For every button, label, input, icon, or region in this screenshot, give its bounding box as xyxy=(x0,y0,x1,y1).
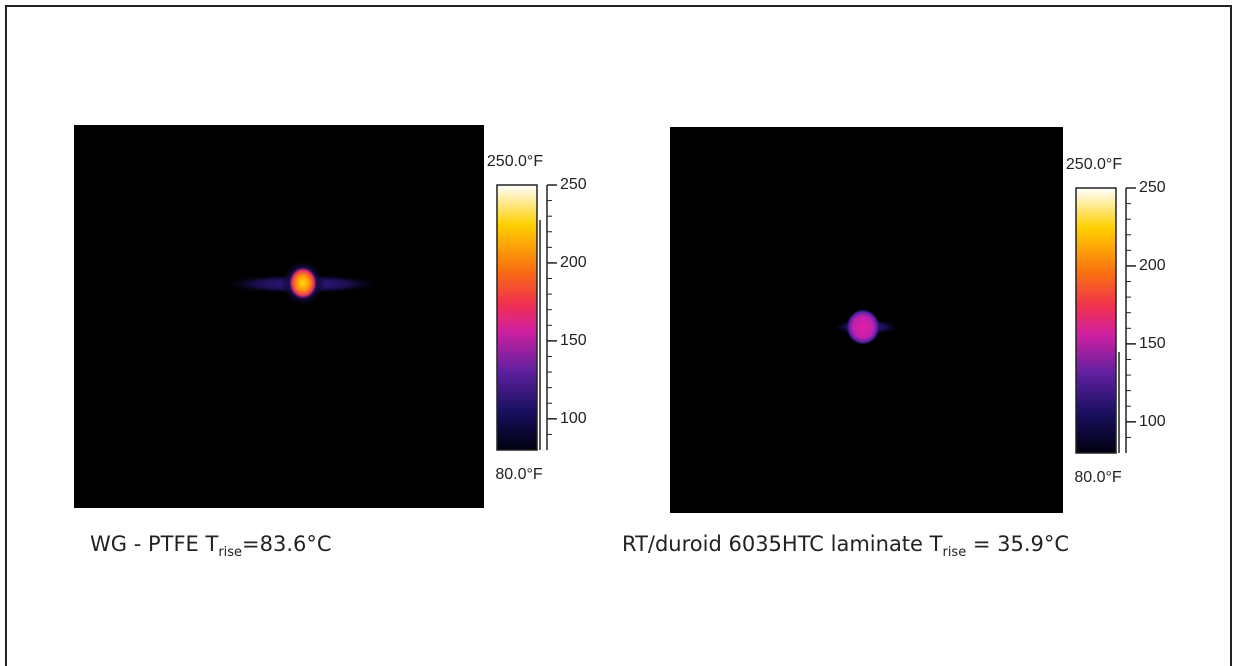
hot-spot xyxy=(846,309,880,345)
caption-main: RT/duroid 6035HTC laminate T xyxy=(622,532,943,556)
hot-spot xyxy=(289,267,317,299)
figure: 250.0°F80.0°F250200150100WG - PTFE Trise… xyxy=(0,0,1237,666)
colorbar xyxy=(497,185,537,450)
caption-sub: rise xyxy=(942,545,966,560)
tick-label: 150 xyxy=(1139,335,1166,352)
tick-label: 200 xyxy=(560,254,587,271)
tick-label: 250 xyxy=(1139,179,1166,196)
tick-label: 100 xyxy=(1139,413,1166,430)
scale-min-label: 80.0°F xyxy=(495,466,543,483)
caption-rest: = 35.9°C xyxy=(966,532,1069,556)
tick-label: 200 xyxy=(1139,257,1166,274)
thermal-image xyxy=(74,125,484,508)
page: 250.0°F80.0°F250200150100WG - PTFE Trise… xyxy=(0,0,1237,666)
colorbar xyxy=(1076,188,1116,453)
caption-main: WG - PTFE T xyxy=(90,532,218,556)
scale-max-label: 250.0°F xyxy=(1066,156,1122,173)
scale-max-label: 250.0°F xyxy=(487,153,543,170)
caption: RT/duroid 6035HTC laminate Trise = 35.9°… xyxy=(622,532,1069,560)
caption: WG - PTFE Trise=83.6°C xyxy=(90,532,332,560)
scale-min-label: 80.0°F xyxy=(1074,469,1122,486)
tick-label: 150 xyxy=(560,332,587,349)
tick-label: 100 xyxy=(560,410,587,427)
caption-sub: rise xyxy=(218,545,242,560)
tick-label: 250 xyxy=(560,176,587,193)
caption-rest: =83.6°C xyxy=(242,532,332,556)
